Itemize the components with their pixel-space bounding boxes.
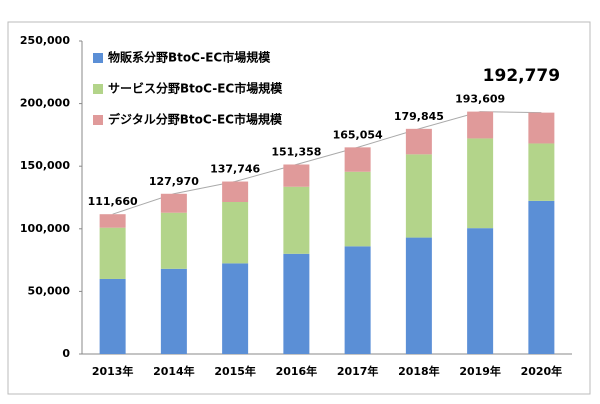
- bar-segment: [528, 112, 555, 144]
- y-tick-label: 50,000: [28, 284, 71, 297]
- y-tick-label: 100,000: [20, 222, 70, 235]
- legend-label: サービス分野BtoC-EC市場規模: [108, 81, 283, 96]
- y-tick-label: 200,000: [20, 97, 70, 110]
- total-label: 127,970: [149, 175, 199, 188]
- total-label: 192,779: [483, 66, 560, 86]
- chart-border: [7, 21, 591, 395]
- legend-swatch: [93, 53, 103, 63]
- bar-segment: [344, 147, 371, 172]
- bar-segment: [344, 246, 371, 354]
- y-tick-label: 250,000: [20, 34, 70, 47]
- bar-segment: [467, 111, 494, 139]
- x-tick-label: 2014年: [153, 364, 195, 378]
- total-label: 151,358: [271, 145, 321, 158]
- total-label: 137,746: [210, 163, 260, 176]
- legend-swatch: [93, 84, 103, 94]
- x-tick-label: 2017年: [337, 364, 379, 378]
- x-tick-label: 2015年: [214, 364, 256, 378]
- x-tick-label: 2013年: [92, 364, 134, 378]
- bar-segment: [99, 214, 126, 228]
- bar-segment: [222, 181, 249, 202]
- bar-segment: [160, 212, 187, 269]
- bar-segment: [405, 154, 432, 238]
- bar-segment: [467, 228, 494, 354]
- bar-segment: [160, 193, 187, 213]
- bar-segment: [528, 143, 555, 201]
- x-tick-label: 2020年: [521, 364, 563, 378]
- bar-segment: [344, 171, 371, 247]
- total-label: 193,609: [455, 93, 505, 106]
- bar-segment: [283, 186, 310, 254]
- bar-segment: [99, 278, 126, 354]
- bar-segment: [160, 268, 187, 354]
- bar-segment: [222, 201, 249, 264]
- legend-label: 物販系分野BtoC-EC市場規模: [108, 50, 271, 65]
- bar-segment: [405, 237, 432, 354]
- y-tick-label: 0: [62, 347, 70, 360]
- x-tick-label: 2018年: [398, 364, 440, 378]
- bar-segment: [467, 138, 494, 229]
- bar-segment: [405, 128, 432, 155]
- total-label: 179,845: [394, 110, 444, 123]
- bar-segment: [222, 263, 249, 354]
- bar-segment: [99, 227, 126, 279]
- bar-segment: [528, 200, 555, 354]
- total-label: 165,054: [333, 128, 383, 141]
- x-tick-label: 2016年: [276, 364, 318, 378]
- legend-label: デジタル分野BtoC-EC市場規模: [108, 112, 283, 127]
- bar-segment: [283, 164, 310, 187]
- x-tick-label: 2019年: [459, 364, 501, 378]
- legend-swatch: [93, 115, 103, 125]
- y-tick-label: 150,000: [20, 159, 70, 172]
- total-label: 111,660: [88, 195, 138, 208]
- bar-segment: [283, 253, 310, 354]
